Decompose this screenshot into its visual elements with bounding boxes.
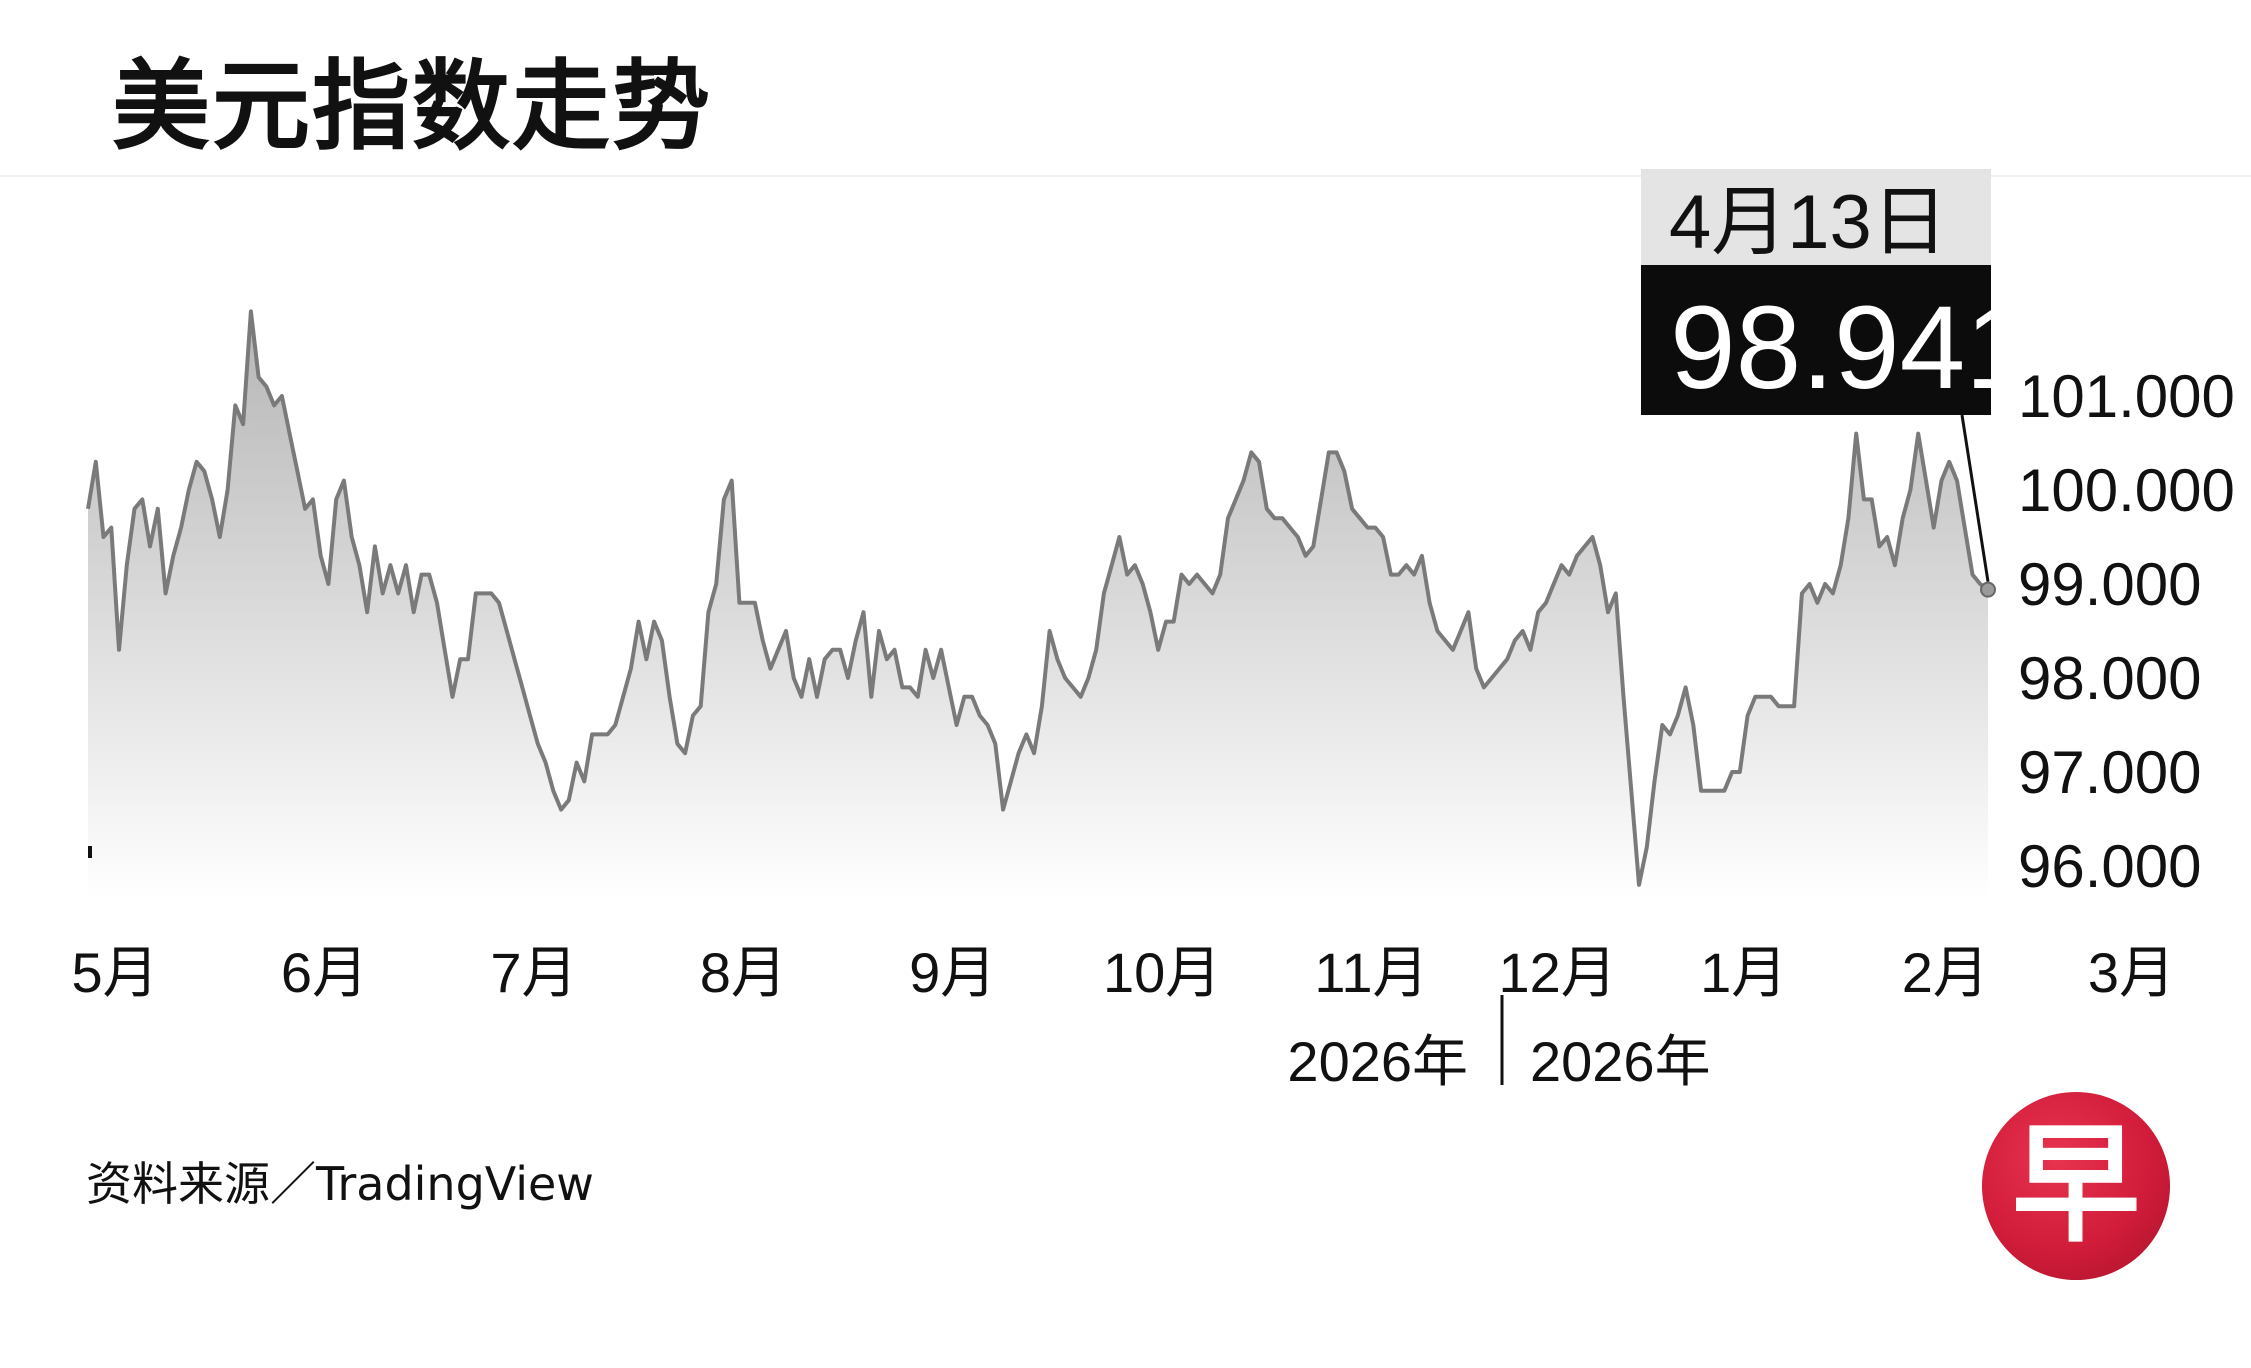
x-tick-label: 9月 bbox=[909, 941, 996, 1004]
y-tick-label: 96.000 bbox=[2018, 833, 2202, 900]
x-tick-label: 12月 bbox=[1498, 941, 1616, 1004]
x-tick-label: 8月 bbox=[700, 941, 787, 1004]
x-tick-label: 5月 bbox=[72, 941, 159, 1004]
left-axis-mark bbox=[88, 846, 92, 858]
y-axis-ticks: 101.000 100.000 99.000 98.000 97.000 96.000 bbox=[2018, 363, 2235, 900]
logo-glyph: 早 bbox=[2011, 1111, 2140, 1260]
y-tick-label: 97.000 bbox=[2018, 739, 2202, 806]
x-tick-label: 7月 bbox=[490, 941, 577, 1004]
y-tick-label: 99.000 bbox=[2018, 551, 2202, 618]
latest-value-callout: 4月13日 98.941 bbox=[1641, 169, 2031, 598]
area-fill bbox=[88, 311, 1988, 900]
x-tick-label: 3月 bbox=[2088, 941, 2175, 1004]
callout-value-box bbox=[1641, 265, 1991, 415]
x-tick-label: 6月 bbox=[281, 941, 368, 1004]
year-label-right: 2026年 bbox=[1530, 1030, 1711, 1093]
zaobao-logo: 早 bbox=[1982, 1092, 2170, 1280]
dxy-series-line bbox=[86, 309, 1990, 887]
year-label-left: 2026年 bbox=[1287, 1030, 1468, 1093]
latest-point-marker bbox=[1980, 581, 1996, 598]
callout-leader-line bbox=[1960, 414, 1990, 582]
callout-value: 98.941 bbox=[1670, 282, 2031, 414]
y-tick-label: 100.000 bbox=[2018, 457, 2235, 524]
x-tick-label: 10月 bbox=[1103, 941, 1221, 1004]
callout-date: 4月13日 bbox=[1669, 180, 1948, 265]
x-tick-label: 11月 bbox=[1314, 941, 1428, 1004]
chart-title: 美元指数走势 bbox=[112, 50, 713, 164]
year-labels: 2026年 2026年 bbox=[1287, 995, 1711, 1093]
y-tick-label: 101.000 bbox=[2018, 363, 2235, 430]
x-axis-month-ticks: 5月6月7月8月9月10月11月12月1月2月3月4月 bbox=[72, 941, 2176, 1004]
x-tick-label: 2月 bbox=[1902, 941, 1989, 1004]
callout-date-box bbox=[1641, 169, 1991, 265]
data-source: 资料来源／TradingView bbox=[86, 1157, 594, 1211]
y-tick-label: 98.000 bbox=[2018, 645, 2202, 712]
x-tick-label: 1月 bbox=[1700, 941, 1787, 1004]
